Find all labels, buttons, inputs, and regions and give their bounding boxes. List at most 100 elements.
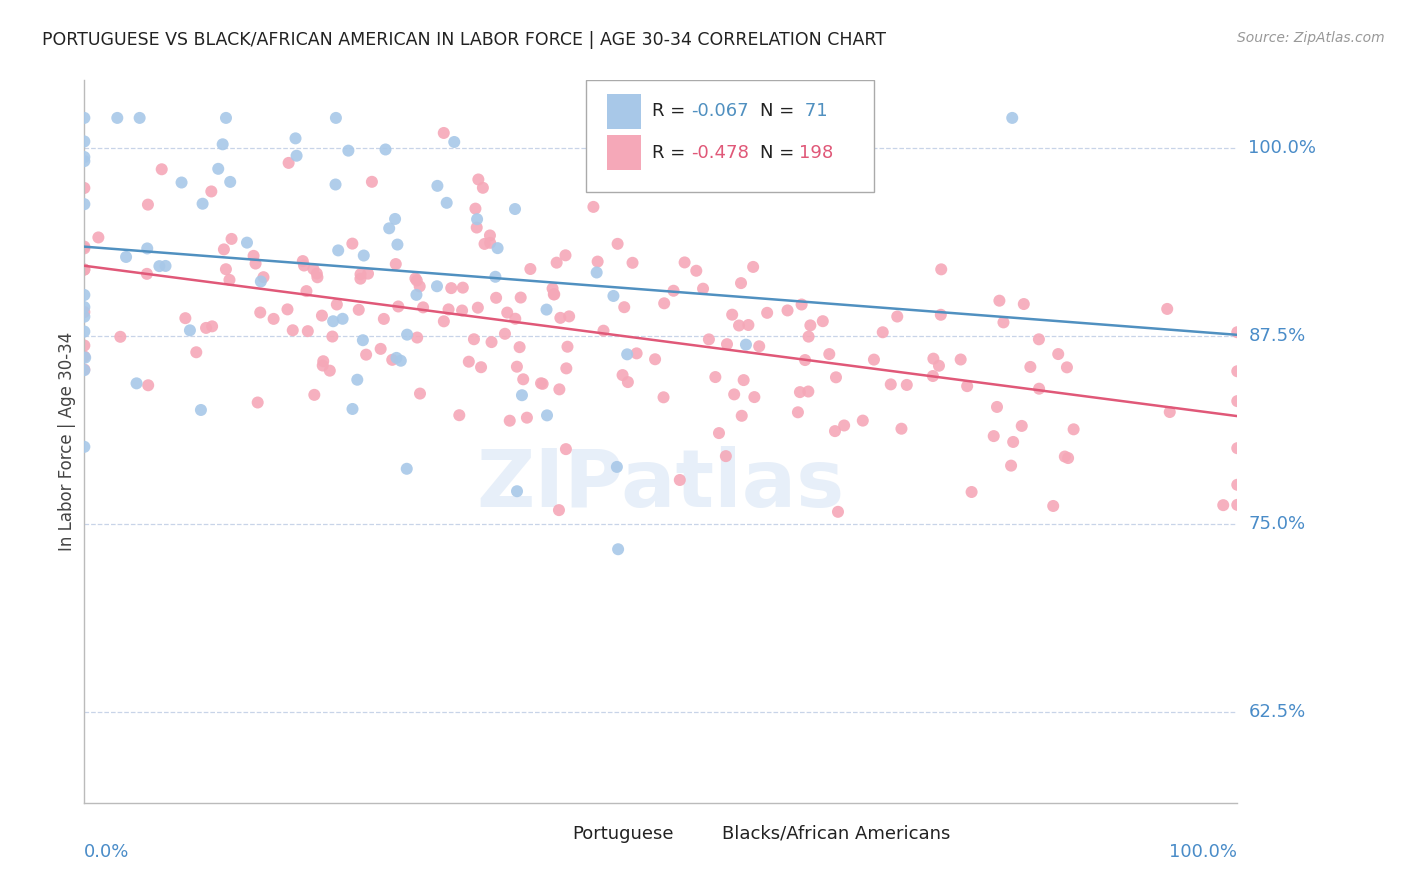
Point [692, 282, 714, 296]
Point [519, 262, 541, 277]
Text: N =: N = [761, 103, 800, 120]
Point [616, 347, 638, 361]
Point [384, 211, 406, 226]
Point [218, 273, 240, 287]
Point [737, 318, 759, 332]
Point [685, 264, 707, 278]
Y-axis label: In Labor Force | Age 30-34: In Labor Force | Age 30-34 [58, 332, 76, 551]
Text: 71: 71 [799, 103, 828, 120]
Point [956, 379, 979, 393]
Point [787, 405, 810, 419]
Point [245, 256, 267, 270]
Point [776, 303, 799, 318]
Point [357, 267, 380, 281]
Point [73, 197, 96, 211]
Point [136, 242, 159, 256]
Point [354, 348, 377, 362]
Point [179, 323, 201, 337]
Point [1226, 394, 1249, 409]
Point [337, 144, 360, 158]
Point [479, 235, 502, 250]
Point [73, 350, 96, 364]
Point [73, 300, 96, 314]
Point [215, 262, 238, 277]
Point [512, 372, 534, 386]
Point [644, 352, 666, 367]
Point [499, 414, 522, 428]
Point [797, 329, 820, 343]
Point [707, 426, 730, 441]
Point [373, 312, 395, 326]
Point [790, 297, 813, 311]
Point [1011, 418, 1033, 433]
Point [585, 265, 607, 279]
Point [73, 338, 96, 352]
Point [1226, 477, 1249, 491]
Point [988, 293, 1011, 308]
Point [503, 311, 526, 326]
Point [825, 370, 848, 384]
Point [832, 418, 855, 433]
Point [312, 359, 335, 373]
Point [342, 401, 364, 416]
Point [890, 422, 912, 436]
Point [723, 387, 745, 401]
Point [922, 369, 945, 384]
Text: -0.067: -0.067 [690, 103, 748, 120]
Text: 100.0%: 100.0% [1249, 139, 1316, 157]
Point [263, 311, 285, 326]
Point [506, 484, 529, 499]
Point [73, 288, 96, 302]
Point [1047, 347, 1070, 361]
Point [612, 368, 634, 382]
Point [436, 195, 458, 210]
Point [190, 403, 212, 417]
FancyBboxPatch shape [606, 136, 641, 169]
Point [342, 236, 364, 251]
Point [433, 126, 456, 140]
Point [949, 352, 972, 367]
Point [1063, 422, 1085, 436]
Point [464, 202, 486, 216]
Point [516, 410, 538, 425]
Point [186, 345, 208, 359]
Point [125, 376, 148, 391]
Point [312, 354, 335, 368]
Point [852, 414, 875, 428]
Point [409, 386, 432, 401]
Point [73, 240, 96, 254]
Point [543, 287, 565, 301]
Point [215, 111, 238, 125]
Point [250, 275, 273, 289]
Point [73, 154, 96, 169]
Point [135, 267, 157, 281]
Point [669, 473, 692, 487]
Point [543, 287, 565, 301]
Point [548, 382, 571, 396]
Point [818, 347, 841, 361]
Point [302, 262, 325, 277]
Text: PORTUGUESE VS BLACK/AFRICAN AMERICAN IN LABOR FORCE | AGE 30-34 CORRELATION CHAR: PORTUGUESE VS BLACK/AFRICAN AMERICAN IN … [42, 31, 886, 49]
Point [1028, 332, 1050, 346]
Point [1001, 111, 1024, 125]
Point [332, 311, 354, 326]
Point [249, 305, 271, 319]
Text: R =: R = [651, 144, 690, 161]
Point [389, 353, 412, 368]
Point [662, 284, 685, 298]
Point [73, 363, 96, 377]
Point [221, 232, 243, 246]
Point [697, 332, 720, 346]
Point [467, 301, 489, 315]
Point [474, 236, 496, 251]
Point [797, 384, 820, 399]
Point [555, 442, 578, 457]
FancyBboxPatch shape [586, 80, 875, 193]
Point [794, 353, 817, 368]
Point [155, 259, 177, 273]
Text: Source: ZipAtlas.com: Source: ZipAtlas.com [1237, 31, 1385, 45]
Point [824, 424, 846, 438]
Point [465, 220, 488, 235]
Point [486, 241, 509, 255]
Point [443, 135, 465, 149]
